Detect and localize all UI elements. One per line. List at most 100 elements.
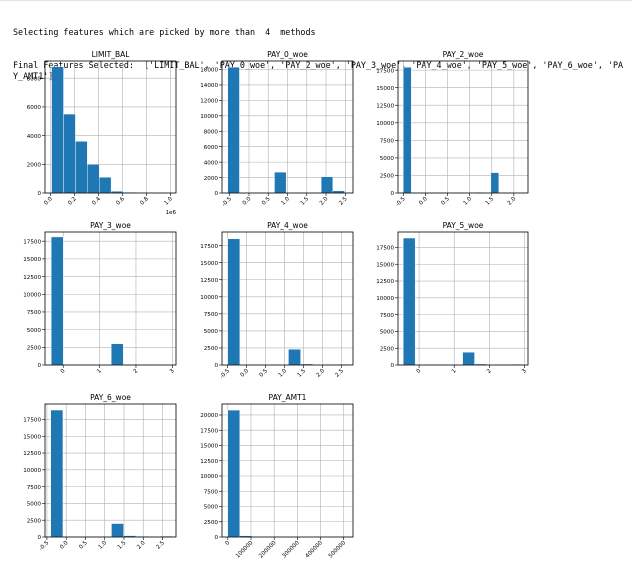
y-tick-label: 15000 bbox=[23, 434, 41, 440]
y-tick-label: 12500 bbox=[200, 278, 218, 284]
histogram-bar bbox=[99, 177, 112, 194]
axes-frame bbox=[221, 403, 354, 538]
histogram-panel-8: PAY_AMT1 0 2500 5000 7500 10000 12500 15000 1750… bbox=[200, 393, 354, 560]
y-tick-label: 0 bbox=[214, 363, 218, 369]
y-tick-label: 7500 bbox=[380, 313, 395, 319]
x-tick-label: 2.5 bbox=[338, 196, 349, 207]
y-tick-label: 10000 bbox=[23, 292, 41, 298]
x-tick-label: 2.0 bbox=[136, 540, 147, 551]
histogram-bar bbox=[227, 66, 240, 194]
y-tick-label: 5000 bbox=[380, 156, 395, 162]
histogram-bar bbox=[50, 409, 64, 538]
axes-frame bbox=[397, 60, 529, 194]
x-tick-label: 2.0 bbox=[507, 196, 518, 207]
y-tick-label: 0 bbox=[37, 535, 41, 541]
output-line-selecting: Selecting features which are picked by m… bbox=[13, 27, 316, 37]
y-tick-label: 5000 bbox=[204, 329, 219, 335]
y-tick-label: 2500 bbox=[380, 346, 395, 352]
x-tick-label: 0.0 bbox=[59, 540, 70, 551]
panel-title: PAY_0_woe bbox=[267, 50, 308, 59]
x-tick-label: 1.5 bbox=[297, 368, 308, 379]
y-tick-label: 7500 bbox=[380, 139, 395, 145]
x-tick-label: 1.0 bbox=[280, 196, 291, 207]
y-tick-label: 2500 bbox=[204, 520, 219, 526]
y-tick-label: 10000 bbox=[200, 295, 218, 301]
y-tick-label: 2500 bbox=[380, 174, 395, 180]
axes-frame bbox=[221, 231, 354, 366]
x-tick-label: 0.0 bbox=[43, 196, 54, 207]
y-tick-label: 10000 bbox=[376, 296, 394, 302]
histogram-bar bbox=[50, 236, 64, 366]
y-tick-label: 17500 bbox=[200, 428, 218, 434]
x-tick-label: 0.6 bbox=[115, 196, 126, 207]
x-tick-label: 0.0 bbox=[240, 368, 251, 379]
x-tick-label: 3 bbox=[169, 368, 176, 375]
y-tick-label: 5000 bbox=[27, 328, 42, 334]
x-tick-label: 2 bbox=[486, 368, 493, 375]
x-tick-label: 1.5 bbox=[117, 540, 128, 551]
histogram-bar bbox=[111, 343, 124, 366]
y-tick-label: 15000 bbox=[200, 444, 218, 450]
y-tick-label: 16000 bbox=[200, 68, 218, 74]
x-tick-label: 1.0 bbox=[463, 196, 474, 207]
axes-frame bbox=[44, 60, 177, 194]
histogram-bar bbox=[63, 113, 76, 194]
x-tick-label: 1.0 bbox=[278, 368, 289, 379]
histogram-panel-2: PAY_0_woe 0 2000 4000 6000 8000 10000 12000 1400… bbox=[200, 50, 354, 208]
x-tick-label: 1.0 bbox=[163, 196, 174, 207]
y-tick-label: 0 bbox=[390, 363, 394, 369]
histogram-bar bbox=[227, 238, 241, 366]
y-tick-label: 10000 bbox=[200, 114, 218, 120]
y-tick-label: 10000 bbox=[200, 474, 218, 480]
x-tick-label: 500000 bbox=[328, 540, 348, 560]
output-line-final-features: Final Features Selected: ['LIMIT_BAL', '… bbox=[13, 60, 624, 81]
histogram-bar bbox=[227, 409, 240, 538]
x-tick-label: 0 bbox=[60, 368, 67, 375]
histogram-panel-4: PAY_3_woe 0 2500 5000 7500 10000 12500 15000 175… bbox=[23, 221, 177, 375]
x-tick-label: 0 bbox=[416, 368, 423, 375]
y-tick-label: 10000 bbox=[23, 468, 41, 474]
x-tick-label: -0.5 bbox=[221, 196, 233, 208]
x-tick-label: 1.0 bbox=[98, 540, 109, 551]
histogram-panel-3: PAY_2_woe 0 2500 5000 7500 10000 12500 15000 175… bbox=[376, 50, 529, 208]
y-tick-label: 0 bbox=[214, 535, 218, 541]
y-tick-label: 15000 bbox=[376, 262, 394, 268]
y-tick-label: 12500 bbox=[23, 275, 41, 281]
y-tick-label: 0 bbox=[214, 191, 218, 197]
histogram-bar bbox=[320, 176, 334, 194]
x-tick-label: 100000 bbox=[235, 540, 255, 560]
x-tick-label: 0.5 bbox=[78, 540, 89, 551]
x-tick-label: 0.5 bbox=[259, 368, 270, 379]
y-tick-label: 5000 bbox=[27, 502, 42, 508]
histogram-panel-1: LIMIT_BAL 0 2000 4000 6000 8000 0.0 0.2 0.4 0.6 0.… bbox=[27, 50, 177, 216]
y-tick-label: 12500 bbox=[200, 459, 218, 465]
y-tick-label: 17500 bbox=[376, 246, 394, 252]
x-tick-label: 2.0 bbox=[319, 196, 330, 207]
x-tick-label: 0.4 bbox=[91, 196, 102, 207]
x-tick-label: 2.5 bbox=[334, 368, 345, 379]
x-tick-label: 1.5 bbox=[300, 196, 311, 207]
histogram-bar bbox=[490, 172, 500, 194]
x-tick-label: 0.0 bbox=[242, 196, 253, 207]
y-tick-label: 12000 bbox=[200, 99, 218, 105]
y-tick-label: 5000 bbox=[380, 330, 395, 336]
y-tick-label: 2000 bbox=[27, 163, 42, 169]
y-tick-label: 14000 bbox=[200, 83, 218, 89]
panel-title: PAY_3_woe bbox=[90, 221, 131, 230]
panel-title: PAY_2_woe bbox=[443, 50, 484, 59]
x-tick-label: 300000 bbox=[281, 540, 301, 560]
histogram-bar bbox=[87, 164, 100, 194]
panel-title: LIMIT_BAL bbox=[92, 50, 131, 59]
y-tick-label: 12500 bbox=[23, 451, 41, 457]
x-tick-label: 2 bbox=[133, 368, 140, 375]
x-tick-label: 3 bbox=[521, 368, 528, 375]
x-tick-label: 0 bbox=[224, 540, 231, 547]
x-offset-label: 1e6 bbox=[165, 210, 176, 216]
histogram-bar bbox=[274, 171, 287, 194]
y-tick-label: 17500 bbox=[376, 68, 394, 74]
y-tick-label: 15000 bbox=[200, 261, 218, 267]
y-tick-label: 2500 bbox=[27, 346, 42, 352]
x-tick-label: 1 bbox=[96, 368, 103, 375]
panel-title: PAY_AMT1 bbox=[269, 393, 307, 402]
